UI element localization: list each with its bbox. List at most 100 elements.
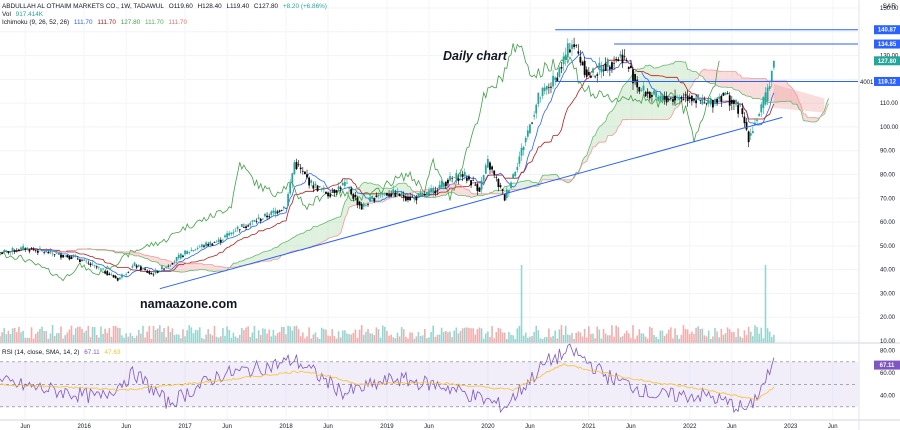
candle-body <box>89 263 92 266</box>
cloud-segment <box>630 73 633 120</box>
volume-bar <box>739 336 742 343</box>
volume-bar <box>129 332 132 343</box>
cloud-segment <box>603 121 606 143</box>
candle-body <box>606 58 609 68</box>
y-tick-label: 150.00 <box>880 6 899 12</box>
volume-bar <box>30 327 33 343</box>
candle-body <box>762 96 765 109</box>
volume-bar <box>552 335 554 343</box>
volume-bar <box>161 331 163 343</box>
volume-bar <box>234 336 237 343</box>
volume-bar <box>463 327 466 343</box>
candle-body <box>200 244 203 247</box>
rsi-label: RSI (14, close, SMA, 14, 2) <box>2 349 80 356</box>
volume-bar <box>98 337 100 343</box>
volume-label: Vol <box>2 11 11 18</box>
volume-bar <box>413 338 416 343</box>
candle-body <box>285 207 287 209</box>
candle-body <box>369 197 372 202</box>
candle-body <box>655 91 658 98</box>
y-tick-label: 10.00 <box>880 339 896 345</box>
volume-bar <box>575 332 578 343</box>
span-b-line <box>54 68 829 268</box>
volume-bar <box>493 338 495 343</box>
volume-bar <box>695 327 697 343</box>
volume-bar <box>484 333 487 343</box>
x-tick-label: Jun <box>20 424 30 430</box>
volume-bar <box>53 335 56 343</box>
volume-bar <box>516 328 519 343</box>
horizontal-levels[interactable] <box>159 29 858 290</box>
volume-bar <box>737 328 739 343</box>
volume-bar <box>188 325 191 343</box>
volume-bar <box>558 329 561 343</box>
candle-body <box>177 254 180 259</box>
candle-body <box>735 100 737 105</box>
rsi-legend[interactable]: RSI (14, close, SMA, 14, 2) 67.11 47.63 <box>2 349 124 357</box>
volume-legend[interactable]: Vol 917.414K <box>2 11 46 19</box>
volume-bar <box>741 338 744 343</box>
candle-body <box>468 176 470 180</box>
volume-bar <box>356 337 359 343</box>
candle-body <box>127 271 130 273</box>
y-tick-label: 50.00 <box>880 244 896 250</box>
volume-bar <box>491 326 493 343</box>
candle-body <box>524 137 527 143</box>
volume-bar <box>398 336 401 343</box>
candle-body <box>550 86 552 88</box>
cloud-segment <box>214 266 217 272</box>
volume-bar <box>449 331 451 343</box>
volume-bar <box>445 331 447 343</box>
volume-bar <box>108 328 111 343</box>
cloud-segment <box>546 175 549 180</box>
volume-bar <box>159 325 161 343</box>
volume-bar <box>74 328 77 343</box>
volume-bar <box>716 331 718 343</box>
volume-bar <box>714 327 716 343</box>
cloud-segment <box>239 260 242 266</box>
volume-bar <box>224 335 226 343</box>
cloud-segment <box>332 218 335 238</box>
volume-bar <box>299 336 302 343</box>
volume-bar <box>93 327 96 343</box>
candle-body <box>213 242 216 243</box>
volume-bar <box>699 328 702 343</box>
cloud-segment <box>462 186 465 196</box>
x-tick-label: 2016 <box>77 424 91 430</box>
volume-bar <box>512 335 514 343</box>
x-tick-label: Jun <box>323 424 333 430</box>
volume-bar <box>651 327 653 343</box>
volume-bar <box>171 328 174 343</box>
candle-body <box>182 255 184 257</box>
candle-body <box>167 265 170 267</box>
x-tick-label: Jun <box>222 424 232 430</box>
volume-bar <box>392 337 395 343</box>
x-tick-label: Jun <box>525 424 535 430</box>
candle-body <box>93 265 96 266</box>
volume-bar <box>18 326 20 343</box>
volume-bar <box>428 337 430 343</box>
cloud-segment <box>712 70 715 84</box>
rsi-value-box <box>874 360 900 370</box>
volume-bar <box>60 326 62 343</box>
cloud-segment <box>498 190 501 194</box>
volume-bar <box>373 335 376 343</box>
volume-bar <box>522 335 525 343</box>
volume-bar <box>518 325 521 343</box>
ichimoku-legend[interactable]: Ichimoku (9, 26, 52, 26) 111.70 111.70 1… <box>2 19 190 27</box>
candle-body <box>39 248 41 250</box>
x-tick-label: 2018 <box>279 424 293 430</box>
volume-bar <box>142 325 144 343</box>
candle-body <box>135 265 138 268</box>
candle-body <box>505 189 508 198</box>
candle-body <box>697 94 700 100</box>
candle-body <box>686 95 689 101</box>
volume-bar <box>32 338 35 343</box>
volume-bar <box>280 326 283 343</box>
candle-body <box>30 247 33 249</box>
candle-body <box>360 204 363 210</box>
cloud-segment <box>609 111 612 136</box>
volume-bar <box>205 334 207 343</box>
cloud-segment <box>216 266 219 272</box>
